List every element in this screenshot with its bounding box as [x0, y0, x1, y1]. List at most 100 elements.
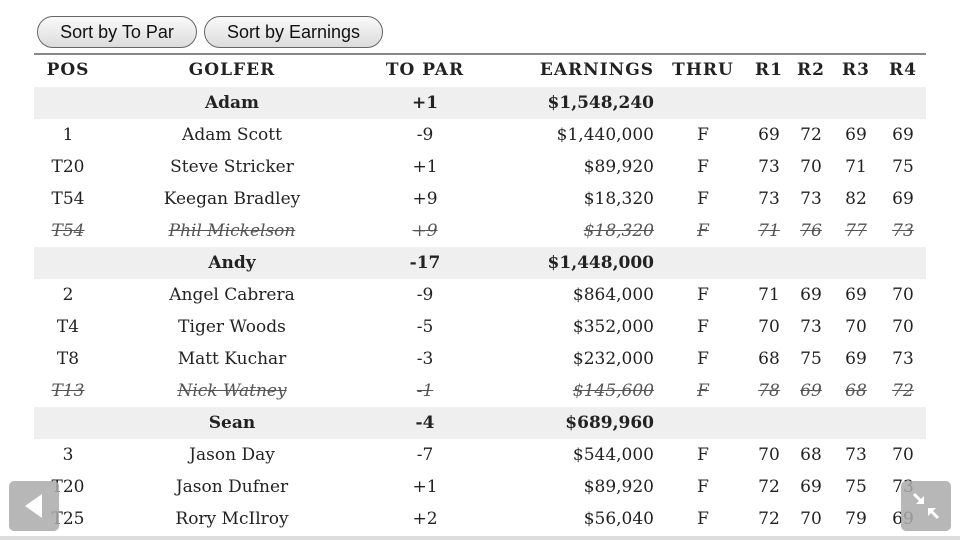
dropped-player-row: T54 Phil Mickelson +9 $18,320 F 71 76 77 73 — [34, 215, 926, 247]
r3-cell: 73 — [845, 445, 867, 465]
pos-cell: T20 — [51, 157, 85, 177]
column-header-r4: R4 — [889, 60, 917, 80]
golfer-cell: Adam — [204, 93, 260, 113]
column-header-r3: R3 — [842, 60, 870, 80]
pos-cell: T54 — [51, 189, 85, 209]
to-par-cell: -1 — [416, 381, 434, 401]
earnings-cell: $864,000 — [572, 285, 654, 305]
player-row: 1 Adam Scott -9 $1,440,000 F 69 72 69 69 — [34, 119, 926, 151]
r4-cell: 70 — [892, 445, 914, 465]
earnings-cell: $145,600 — [572, 381, 654, 401]
column-header-earnings: EARNINGS — [539, 60, 654, 80]
thru-cell: F — [697, 189, 709, 209]
to-par-cell: -4 — [415, 413, 435, 433]
pos-cell: T13 — [51, 381, 85, 401]
r3-cell: 69 — [845, 285, 867, 305]
player-row: T8 Matt Kuchar -3 $232,000 F 68 75 69 73 — [34, 343, 926, 375]
earnings-cell: $544,000 — [572, 445, 654, 465]
to-par-cell: -17 — [409, 253, 441, 273]
golfer-cell: Tiger Woods — [178, 317, 286, 337]
player-row: 3 Jason Day -7 $544,000 F 70 68 73 70 — [34, 439, 926, 471]
thru-cell: F — [697, 157, 709, 177]
thru-cell: F — [697, 349, 709, 369]
r2-cell: 69 — [800, 285, 822, 305]
earnings-cell: $89,920 — [583, 157, 654, 177]
back-button[interactable] — [9, 481, 59, 531]
earnings-cell: $232,000 — [572, 349, 654, 369]
header-divider — [34, 53, 926, 55]
thru-cell: F — [697, 477, 709, 497]
player-row: T4 Tiger Woods -5 $352,000 F 70 73 70 70 — [34, 311, 926, 343]
team-row: Adam +1 $1,548,240 — [34, 87, 926, 119]
r3-cell: 79 — [845, 509, 867, 529]
r1-cell: 70 — [758, 445, 780, 465]
r2-cell: 75 — [800, 349, 822, 369]
thru-cell: F — [697, 221, 709, 241]
column-header-r1: R1 — [755, 60, 783, 80]
r4-cell: 69 — [892, 189, 914, 209]
table-header: POS GOLFER TO PAR EARNINGS THRU R1 R2 R3 R4 — [34, 54, 926, 86]
earnings-cell: $18,320 — [583, 189, 654, 209]
r2-cell: 73 — [800, 189, 822, 209]
r4-cell: 75 — [892, 157, 914, 177]
r1-cell: 73 — [758, 157, 780, 177]
earnings-cell: $1,440,000 — [556, 125, 654, 145]
pos-cell: T20 — [51, 477, 85, 497]
r1-cell: 69 — [758, 125, 780, 145]
golfer-cell: Andy — [208, 253, 256, 273]
to-par-cell: -7 — [416, 445, 434, 465]
to-par-cell: -9 — [416, 125, 434, 145]
golfer-cell: Sean — [208, 413, 256, 433]
to-par-cell: +9 — [412, 189, 438, 209]
back-arrow-icon — [25, 494, 42, 518]
sort-by-to-par-button[interactable]: Sort by To Par — [37, 16, 197, 48]
golfer-cell: Jason Dufner — [175, 477, 289, 497]
pos-cell: T54 — [51, 221, 85, 241]
r4-cell: 73 — [892, 221, 914, 241]
r3-cell: 71 — [845, 157, 867, 177]
thru-cell: F — [697, 317, 709, 337]
r3-cell: 70 — [845, 317, 867, 337]
column-header-pos: POS — [46, 60, 90, 80]
r3-cell: 75 — [845, 477, 867, 497]
golfer-cell: Adam Scott — [182, 125, 282, 145]
r2-cell: 76 — [800, 221, 822, 241]
player-row: T54 Keegan Bradley +9 $18,320 F 73 73 82 69 — [34, 183, 926, 215]
earnings-cell: $1,548,240 — [547, 93, 654, 113]
to-par-cell: -3 — [416, 349, 434, 369]
r4-cell: 69 — [892, 125, 914, 145]
thru-cell: F — [697, 445, 709, 465]
sort-by-earnings-button[interactable]: Sort by Earnings — [204, 16, 383, 48]
golfer-cell: Rory McIlroy — [175, 509, 289, 529]
golfer-cell: Matt Kuchar — [177, 349, 287, 369]
r3-cell: 77 — [845, 221, 867, 241]
r4-cell: 70 — [892, 317, 914, 337]
player-row: T20 Steve Stricker +1 $89,920 F 73 70 71 75 — [34, 151, 926, 183]
r1-cell: 71 — [758, 221, 780, 241]
column-header-to-par: TO PAR — [385, 60, 465, 80]
r1-cell: 68 — [758, 349, 780, 369]
golfer-cell: Angel Cabrera — [169, 285, 295, 305]
collapse-button[interactable] — [901, 481, 951, 531]
r2-cell: 73 — [800, 317, 822, 337]
earnings-cell: $689,960 — [565, 413, 654, 433]
earnings-cell: $1,448,000 — [547, 253, 654, 273]
thru-cell: F — [697, 509, 709, 529]
r3-cell: 68 — [845, 381, 867, 401]
r1-cell: 78 — [758, 381, 780, 401]
golfer-cell: Jason Day — [189, 445, 275, 465]
golfer-cell: Keegan Bradley — [163, 189, 301, 209]
pos-cell: 2 — [62, 285, 74, 305]
r3-cell: 69 — [845, 125, 867, 145]
r2-cell: 72 — [800, 125, 822, 145]
r4-cell: 73 — [892, 349, 914, 369]
r2-cell: 68 — [800, 445, 822, 465]
earnings-cell: $56,040 — [583, 509, 654, 529]
to-par-cell: +1 — [411, 93, 439, 113]
to-par-cell: +9 — [412, 221, 438, 241]
r2-cell: 70 — [800, 157, 822, 177]
bottom-edge — [0, 536, 960, 540]
r3-cell: 82 — [845, 189, 867, 209]
to-par-cell: +1 — [412, 477, 438, 497]
